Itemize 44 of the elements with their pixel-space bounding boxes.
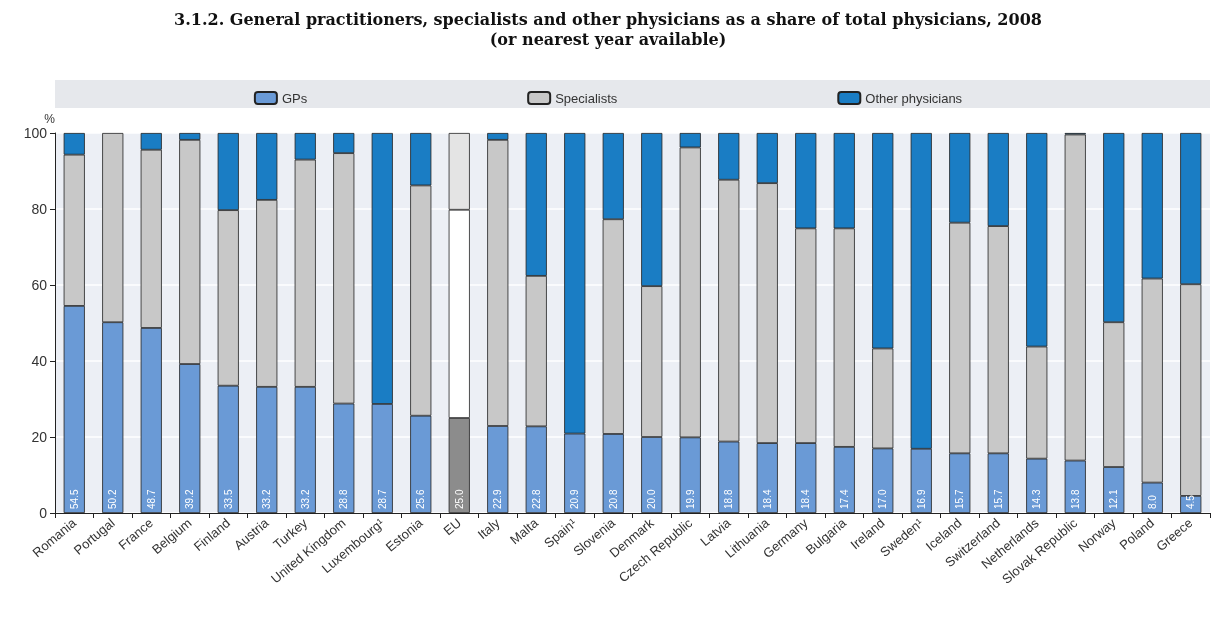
y-tick-label: 0	[39, 505, 48, 521]
y-tick-label: 100	[23, 125, 48, 141]
data-label: 33.2	[299, 489, 311, 509]
data-label: 25.0	[453, 489, 465, 509]
data-label: 54.5	[68, 489, 80, 509]
legend-label: Specialists	[555, 90, 618, 106]
chart-title: 3.1.2. General practitioners, specialists and other physicians as a share of total physicians, 2008	[174, 9, 1042, 29]
data-label: 15.7	[992, 489, 1004, 509]
y-tick-label: 80	[31, 201, 48, 217]
data-label: 20.8	[607, 489, 619, 509]
data-label: 15.7	[954, 489, 966, 509]
data-label: 12.1	[1108, 489, 1120, 509]
data-label: 13.8	[1069, 489, 1081, 509]
legend-label: Other physicians	[865, 90, 963, 106]
data-label: 17.0	[877, 489, 889, 509]
data-label: 25.6	[415, 489, 427, 509]
chart-subtitle: (or nearest year available)	[489, 29, 727, 49]
data-label: 14.3	[1031, 489, 1043, 509]
data-label: 28.8	[338, 489, 350, 509]
data-label: 48.7	[145, 489, 157, 509]
data-label: 28.7	[376, 489, 388, 509]
data-label: 18.4	[800, 489, 812, 509]
y-tick-label: 60	[31, 277, 48, 293]
data-label: 33.2	[261, 489, 273, 509]
data-label: 4.5	[1185, 494, 1197, 509]
x-tick-label: Italy	[474, 514, 503, 543]
legend-label: GPs	[281, 90, 308, 106]
y-tick-label: 20	[31, 429, 48, 445]
data-label: 18.8	[723, 489, 735, 509]
data-label: 8.0	[1146, 494, 1158, 509]
data-label: 39.2	[184, 489, 196, 509]
data-label: 18.4	[761, 489, 773, 509]
data-label: 20.0	[646, 489, 658, 509]
data-label: 22.8	[530, 489, 542, 509]
x-tick-label: EU	[440, 515, 465, 539]
data-label: 22.9	[492, 489, 504, 509]
data-label: 17.4	[838, 489, 850, 509]
y-tick-label: 40	[31, 353, 48, 369]
data-label: 50.2	[107, 489, 119, 509]
data-label: 33.5	[222, 489, 234, 509]
data-label: 20.9	[569, 489, 581, 509]
data-label: 19.9	[684, 489, 696, 509]
y-axis-title: %	[44, 112, 56, 126]
data-label: 16.9	[915, 489, 927, 509]
